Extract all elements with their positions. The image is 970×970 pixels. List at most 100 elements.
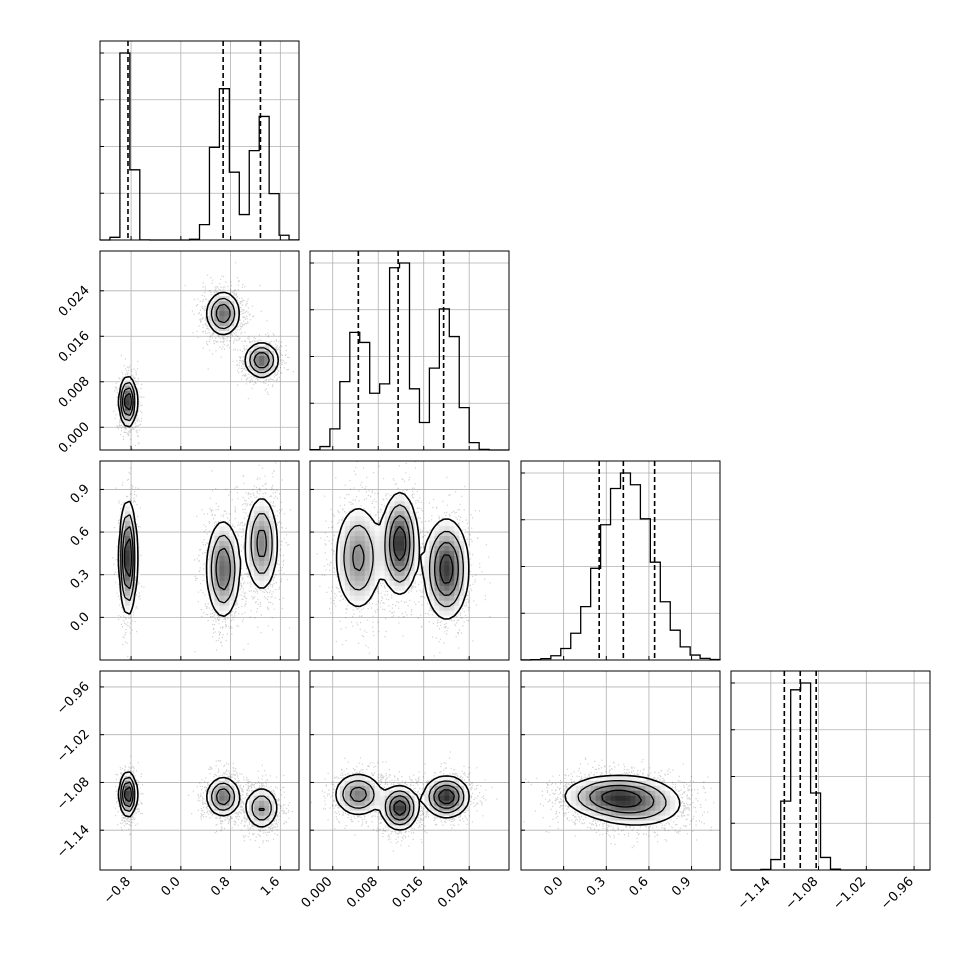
density-cell bbox=[439, 525, 445, 532]
density-cell bbox=[364, 790, 371, 796]
density-cell bbox=[610, 785, 616, 791]
density-cell bbox=[269, 565, 275, 571]
density-cell bbox=[124, 520, 131, 527]
density-cell bbox=[269, 795, 275, 801]
density-cell bbox=[259, 575, 265, 581]
density-cell bbox=[219, 290, 225, 297]
density-cell bbox=[640, 820, 646, 826]
density-cell bbox=[359, 590, 366, 596]
density-cell bbox=[600, 775, 606, 781]
density-cell bbox=[394, 520, 400, 527]
density-cell bbox=[269, 815, 275, 821]
density-cell bbox=[374, 530, 381, 537]
density-cell bbox=[419, 555, 425, 561]
density-cell bbox=[354, 595, 361, 601]
density-cell bbox=[219, 315, 225, 322]
density-cell bbox=[364, 550, 371, 556]
density-cell bbox=[640, 805, 646, 811]
density-cell bbox=[424, 545, 430, 551]
density-cell bbox=[379, 805, 386, 811]
density-cell bbox=[434, 585, 440, 591]
density-cell bbox=[269, 805, 275, 811]
density-cell bbox=[615, 820, 621, 826]
density-cell bbox=[254, 555, 260, 561]
density-cell bbox=[254, 520, 260, 527]
density-cell bbox=[264, 525, 270, 532]
density-cell bbox=[264, 530, 270, 537]
density-cell bbox=[339, 530, 346, 537]
density-cell bbox=[625, 790, 631, 796]
density-cell bbox=[379, 540, 386, 546]
density-cell bbox=[259, 520, 265, 527]
density-cell bbox=[269, 810, 275, 816]
density-cell bbox=[444, 545, 450, 551]
density-cell bbox=[449, 580, 455, 586]
density-cell bbox=[449, 545, 455, 551]
density-cell bbox=[349, 805, 356, 811]
density-cell bbox=[254, 575, 260, 581]
density-cell bbox=[229, 325, 235, 331]
density-cell bbox=[399, 820, 405, 826]
density-cell bbox=[119, 570, 126, 576]
density-cell bbox=[264, 500, 270, 507]
density-cell bbox=[254, 525, 260, 532]
density-cell bbox=[665, 790, 671, 796]
density-cell bbox=[464, 800, 470, 806]
density-cell bbox=[429, 595, 435, 601]
density-cell bbox=[349, 585, 356, 591]
density-cell bbox=[399, 795, 405, 801]
density-cell bbox=[349, 800, 356, 806]
density-cell bbox=[254, 820, 260, 826]
density-cell bbox=[344, 595, 351, 601]
density-cell bbox=[354, 580, 361, 586]
x-tick-label: −0.96 bbox=[878, 874, 917, 913]
density-cell bbox=[424, 585, 430, 591]
density-cell bbox=[359, 595, 366, 601]
contour-line bbox=[121, 526, 267, 591]
x-tick-label: 0.9 bbox=[669, 874, 694, 899]
density-cell bbox=[379, 545, 386, 551]
density-cell bbox=[404, 790, 410, 796]
density-cell bbox=[354, 540, 361, 546]
density-cell bbox=[224, 565, 230, 571]
density-cell bbox=[454, 530, 460, 537]
density-cell bbox=[354, 800, 361, 806]
density-cell bbox=[389, 820, 395, 826]
density-cell bbox=[224, 540, 230, 546]
y-tick-label: 0.000 bbox=[56, 419, 93, 456]
density-cell bbox=[129, 600, 136, 606]
density-cell bbox=[374, 800, 381, 806]
density-cell bbox=[214, 300, 220, 307]
density-cell bbox=[399, 790, 405, 796]
density-cell bbox=[645, 815, 651, 821]
density-cell bbox=[229, 305, 235, 312]
density-cell bbox=[124, 770, 131, 776]
density-cell bbox=[660, 805, 666, 811]
density-cell bbox=[620, 780, 626, 786]
density-cell bbox=[389, 530, 395, 537]
density-cell bbox=[600, 810, 606, 816]
density-cell bbox=[274, 360, 280, 366]
density-cell bbox=[434, 600, 440, 606]
density-cell bbox=[399, 530, 405, 537]
density-cell bbox=[394, 800, 400, 806]
density-cell bbox=[424, 800, 430, 806]
density-cell bbox=[254, 500, 260, 507]
density-cell bbox=[119, 805, 126, 811]
density-cell bbox=[439, 775, 445, 781]
density-cell bbox=[354, 565, 361, 571]
density-cell bbox=[249, 570, 255, 576]
density-cell bbox=[254, 355, 260, 361]
density-cell bbox=[630, 785, 636, 791]
density-cell bbox=[379, 530, 386, 537]
density-cell bbox=[219, 610, 225, 616]
density-cell bbox=[409, 565, 415, 571]
density-cell bbox=[434, 610, 440, 616]
density-cell bbox=[339, 540, 346, 546]
density-cell bbox=[464, 790, 470, 796]
x-tick-label: 1.6 bbox=[258, 874, 283, 899]
density-cell bbox=[219, 535, 225, 541]
density-cell bbox=[369, 580, 376, 586]
density-cell bbox=[429, 795, 435, 801]
density-cell bbox=[344, 540, 351, 546]
